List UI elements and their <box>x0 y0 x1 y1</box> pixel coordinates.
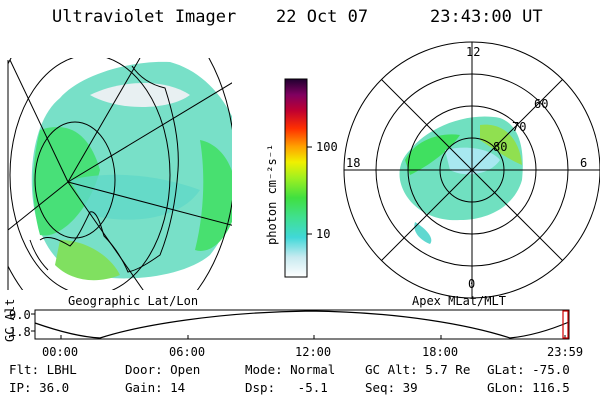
status-mode: Mode: Normal <box>245 362 336 377</box>
colorbar <box>284 78 312 278</box>
geographic-caption: Geographic Lat/Lon <box>68 294 199 308</box>
current-time-marker <box>562 310 569 339</box>
status-glat: GLat: -75.0 <box>487 362 570 377</box>
status-filter: Flt: LBHL <box>9 362 77 377</box>
time-tick-0000: 00:00 <box>42 345 79 359</box>
status-dsp: Dsp: -5.1 <box>245 380 328 395</box>
altitude-ytick-1-8: 1.8 <box>9 325 31 339</box>
mlat-label-80: 80 <box>493 140 508 154</box>
mlat-label-60: 60 <box>534 97 549 111</box>
mlat-label-70: 70 <box>512 120 527 134</box>
time-label: 23:43:00 UT <box>430 7 543 27</box>
time-tick-2359: 23:59 <box>547 345 584 359</box>
colorbar-tick-10: 10 <box>316 227 331 241</box>
altitude-ytick-9: 9.0 <box>9 308 31 322</box>
status-glon: GLon: 116.5 <box>487 380 570 395</box>
time-tick-1800: 18:00 <box>422 345 459 359</box>
date-label: 22 Oct 07 <box>276 7 369 27</box>
status-seq: Seq: 39 <box>365 380 418 395</box>
mlt-label-12: 12 <box>466 45 481 59</box>
time-tick-1200: 12:00 <box>295 345 332 359</box>
polar-plot <box>343 41 600 299</box>
status-door: Door: Open <box>125 362 201 377</box>
time-tick-0600: 06:00 <box>169 345 206 359</box>
instrument-title: Ultraviolet Imager <box>52 7 237 27</box>
apex-caption: Apex MLat/MLT <box>412 294 506 308</box>
mlt-label-0: 0 <box>468 277 476 291</box>
mlt-label-18: 18 <box>346 156 361 170</box>
status-gc-alt: GC Alt: 5.7 Re <box>365 362 471 377</box>
mlt-label-6: 6 <box>580 156 588 170</box>
colorbar-tick-100: 100 <box>316 140 338 154</box>
geographic-image <box>8 58 232 290</box>
status-ip: IP: 36.0 <box>9 380 70 395</box>
altitude-plot <box>31 309 570 340</box>
colorbar-unit-label: photon cm⁻²s⁻¹ <box>265 143 279 245</box>
status-gain: Gain: 14 <box>125 380 186 395</box>
